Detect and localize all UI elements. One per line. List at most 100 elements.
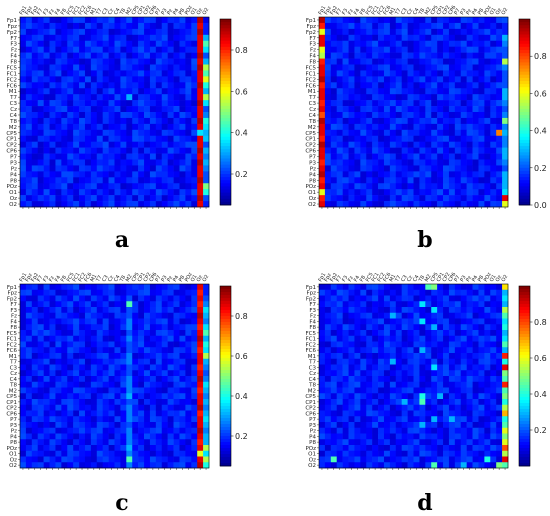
- heatmap-cell: [395, 393, 402, 400]
- heatmap-cell: [96, 64, 103, 71]
- heatmap-cell: [383, 141, 391, 148]
- heatmap-cell: [161, 456, 168, 463]
- heatmap-cell: [167, 40, 174, 47]
- heatmap-cell: [478, 381, 485, 388]
- heatmap-cell: [330, 381, 338, 388]
- heatmap-cell: [20, 324, 27, 331]
- heatmap-cell: [197, 353, 204, 360]
- heatmap-cell: [67, 450, 74, 457]
- colorbar-band: [519, 19, 530, 23]
- heatmap-cell: [185, 433, 192, 440]
- heatmap-cell: [179, 439, 186, 446]
- row-tick-label: Fz: [11, 48, 17, 54]
- heatmap-cell: [67, 106, 74, 113]
- heatmap-cell: [395, 289, 402, 296]
- heatmap-cell: [132, 422, 139, 429]
- heatmap-cell: [472, 28, 479, 36]
- heatmap-cell: [401, 370, 408, 377]
- colorbar-band: [519, 84, 530, 88]
- heatmap-cell: [496, 358, 503, 365]
- heatmap-cell: [330, 404, 338, 411]
- heatmap-cell: [138, 183, 145, 190]
- colorbar-a: 0.20.40.60.8: [219, 18, 248, 206]
- heatmap-cell: [31, 462, 39, 469]
- heatmap-cell: [43, 195, 50, 202]
- heatmap-cell: [120, 358, 127, 365]
- heatmap-cell: [167, 399, 174, 406]
- heatmap-cell: [319, 318, 326, 325]
- heatmap-cell: [20, 462, 27, 469]
- heatmap-cell: [330, 370, 338, 377]
- heatmap-cell: [149, 381, 157, 388]
- heatmap-cell: [191, 295, 198, 302]
- heatmap-cell: [454, 410, 462, 417]
- heatmap-cell: [472, 445, 479, 452]
- heatmap-cell: [324, 106, 332, 113]
- heatmap-cell: [324, 189, 332, 196]
- heatmap-cell: [84, 341, 92, 348]
- heatmap-cell: [490, 17, 497, 24]
- heatmap-cell: [67, 52, 74, 59]
- heatmap-cell: [437, 358, 444, 365]
- heatmap-cell: [401, 76, 408, 83]
- row-tick-label: P8: [10, 178, 17, 184]
- heatmap-cell: [372, 123, 379, 131]
- heatmap-cell: [179, 427, 186, 434]
- heatmap-cell: [496, 410, 503, 417]
- heatmap-cell: [138, 393, 145, 400]
- heatmap-cell: [120, 28, 127, 36]
- heatmap-cell: [378, 106, 385, 113]
- heatmap-cell: [43, 117, 50, 125]
- colorbar-tick-label: 0.2: [235, 432, 248, 441]
- heatmap-cell: [179, 183, 186, 190]
- heatmap-cell: [43, 40, 50, 47]
- heatmap-cell: [354, 52, 361, 59]
- heatmap-cell: [478, 301, 485, 308]
- col-tick-label: O2: [501, 274, 510, 283]
- row-tick-label: FC6: [305, 83, 316, 89]
- heatmap-cell: [330, 94, 338, 101]
- heatmap-cell: [90, 427, 98, 434]
- colorbar-band: [220, 130, 231, 135]
- heatmap-cell: [191, 141, 198, 148]
- heatmap-cell: [96, 427, 103, 434]
- heatmap-cell: [348, 433, 355, 440]
- heatmap-cell: [149, 46, 157, 53]
- heatmap-cell: [448, 376, 456, 383]
- heatmap-cell: [395, 76, 402, 83]
- heatmap-cell: [197, 183, 204, 190]
- heatmap-cell: [102, 100, 109, 107]
- heatmap-cell: [366, 117, 373, 125]
- heatmap-cell: [114, 34, 121, 42]
- heatmap-cell: [149, 52, 157, 59]
- heatmap-cell: [454, 312, 462, 319]
- heatmap-cell: [454, 462, 462, 469]
- heatmap-cell: [132, 34, 139, 42]
- heatmap-cell: [43, 284, 50, 291]
- heatmap-cell: [90, 456, 98, 463]
- heatmap-cell: [84, 159, 92, 166]
- heatmap-cell: [354, 183, 361, 190]
- heatmap-cell: [454, 64, 462, 71]
- heatmap-frame: [318, 16, 509, 208]
- colorbar-band: [220, 304, 231, 308]
- heatmap-cell: [413, 318, 420, 325]
- heatmap-cell: [342, 289, 349, 296]
- heatmap-cell: [20, 100, 27, 107]
- heatmap-cell: [167, 94, 174, 101]
- heatmap-cell: [401, 295, 408, 302]
- heatmap-cell: [319, 52, 326, 59]
- heatmap-cell: [25, 312, 33, 319]
- heatmap-cell: [389, 117, 397, 125]
- heatmap-cell: [155, 324, 163, 331]
- heatmap-cell: [354, 28, 361, 36]
- heatmap-cell: [167, 189, 174, 196]
- heatmap-cell: [67, 284, 74, 291]
- heatmap-cell: [348, 17, 355, 24]
- heatmap-cell: [348, 147, 355, 154]
- heatmap-cell: [443, 399, 450, 406]
- heatmap-cell: [20, 153, 27, 160]
- heatmap-cell: [437, 347, 444, 354]
- heatmap-cell: [79, 153, 86, 160]
- heatmap-cell: [366, 381, 373, 388]
